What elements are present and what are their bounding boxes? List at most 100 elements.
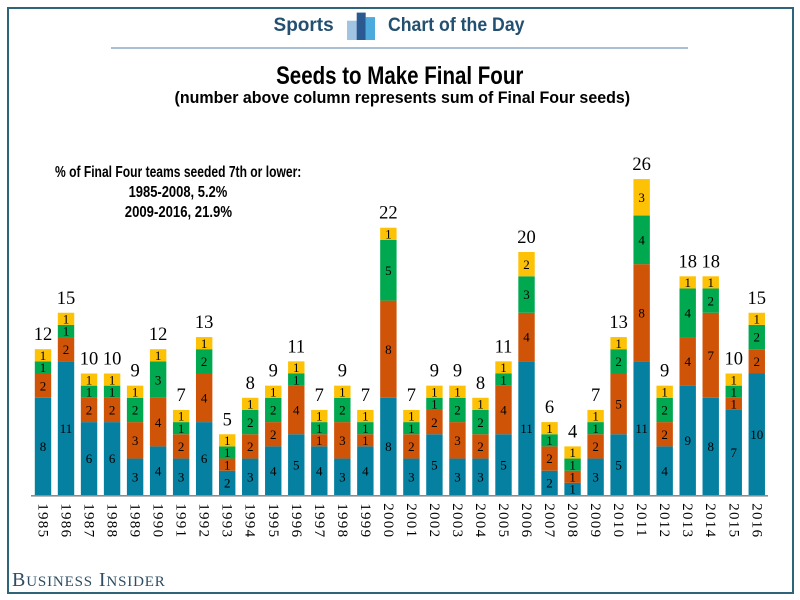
svg-text:2004: 2004 [472,503,488,538]
svg-text:2000: 2000 [380,503,396,538]
svg-text:2: 2 [754,354,761,369]
svg-text:2: 2 [431,415,438,430]
svg-text:7: 7 [591,386,600,406]
svg-text:2: 2 [109,403,116,418]
svg-text:4: 4 [362,463,369,478]
svg-text:1: 1 [316,421,323,436]
svg-text:1: 1 [178,409,185,424]
svg-text:26: 26 [632,155,651,175]
svg-text:4: 4 [684,305,691,320]
svg-text:3: 3 [477,469,484,484]
svg-text:1: 1 [155,348,162,363]
svg-text:10: 10 [80,350,99,370]
svg-text:1985: 1985 [35,503,51,538]
svg-text:2: 2 [132,403,139,418]
svg-text:1998: 1998 [334,503,350,538]
svg-text:4: 4 [316,463,323,478]
svg-text:1: 1 [385,226,392,241]
svg-text:1994: 1994 [242,503,258,538]
svg-text:18: 18 [678,252,697,272]
svg-text:3: 3 [638,190,645,205]
svg-text:1992: 1992 [196,503,212,538]
svg-text:1: 1 [546,433,553,448]
svg-text:9: 9 [684,433,691,448]
svg-text:3: 3 [132,433,139,448]
svg-text:1: 1 [316,433,323,448]
svg-text:11: 11 [635,421,648,436]
svg-text:12: 12 [34,325,53,345]
svg-text:2012: 2012 [656,503,672,538]
svg-text:2: 2 [86,403,93,418]
svg-text:1996: 1996 [288,503,304,538]
svg-text:1: 1 [454,384,461,399]
svg-text:1991: 1991 [173,503,189,538]
svg-text:2: 2 [247,439,254,454]
svg-text:9: 9 [338,362,347,382]
svg-text:18: 18 [701,252,720,272]
svg-text:4: 4 [293,403,300,418]
svg-text:6: 6 [545,398,554,418]
svg-text:12: 12 [149,325,168,345]
svg-text:5: 5 [431,457,438,472]
svg-text:8: 8 [385,342,392,357]
svg-text:1: 1 [132,384,139,399]
svg-text:2005: 2005 [495,503,511,538]
svg-text:2011: 2011 [633,503,649,538]
svg-text:1999: 1999 [357,503,373,538]
svg-text:1997: 1997 [311,503,327,538]
svg-text:7: 7 [177,386,186,406]
svg-text:2: 2 [523,257,530,272]
svg-text:3: 3 [454,433,461,448]
svg-text:4: 4 [155,415,162,430]
svg-text:1: 1 [408,421,415,436]
svg-text:2: 2 [477,415,484,430]
svg-text:2: 2 [201,354,208,369]
svg-text:1: 1 [592,409,599,424]
svg-text:13: 13 [195,313,214,333]
svg-text:8: 8 [707,439,714,454]
svg-text:2: 2 [615,354,622,369]
svg-text:2: 2 [707,293,714,308]
svg-text:3: 3 [592,469,599,484]
svg-text:8: 8 [638,305,645,320]
svg-text:2007: 2007 [541,503,557,538]
svg-text:2008: 2008 [564,503,580,538]
svg-text:1: 1 [178,421,185,436]
svg-text:4: 4 [155,463,162,478]
svg-text:1: 1 [362,421,369,436]
svg-text:15: 15 [748,289,767,309]
svg-text:5: 5 [500,457,507,472]
svg-text:8: 8 [385,439,392,454]
svg-text:1: 1 [40,348,47,363]
svg-text:8: 8 [40,439,47,454]
svg-text:2014: 2014 [702,503,718,538]
svg-text:2001: 2001 [403,503,419,538]
svg-text:2: 2 [661,427,668,442]
svg-text:2: 2 [247,415,254,430]
svg-text:7: 7 [361,386,370,406]
svg-text:1: 1 [109,372,116,387]
svg-text:9: 9 [430,362,439,382]
svg-text:1: 1 [63,312,70,327]
svg-text:2: 2 [40,378,47,393]
svg-text:1: 1 [754,312,761,327]
svg-text:4: 4 [500,403,507,418]
svg-text:4: 4 [568,422,577,442]
svg-text:1: 1 [731,397,738,412]
svg-text:1: 1 [270,384,277,399]
svg-text:7: 7 [707,348,714,363]
svg-text:22: 22 [379,204,398,224]
svg-text:1: 1 [224,457,231,472]
svg-text:3: 3 [523,287,530,302]
svg-text:2003: 2003 [449,503,465,538]
svg-text:5: 5 [385,263,392,278]
svg-text:1: 1 [500,372,507,387]
svg-text:3: 3 [454,469,461,484]
svg-text:1: 1 [569,457,576,472]
svg-text:1: 1 [247,397,254,412]
svg-text:11: 11 [520,421,533,436]
svg-text:1: 1 [569,469,576,484]
svg-text:1: 1 [707,275,714,290]
svg-text:1988: 1988 [104,503,120,538]
svg-text:11: 11 [287,337,305,357]
